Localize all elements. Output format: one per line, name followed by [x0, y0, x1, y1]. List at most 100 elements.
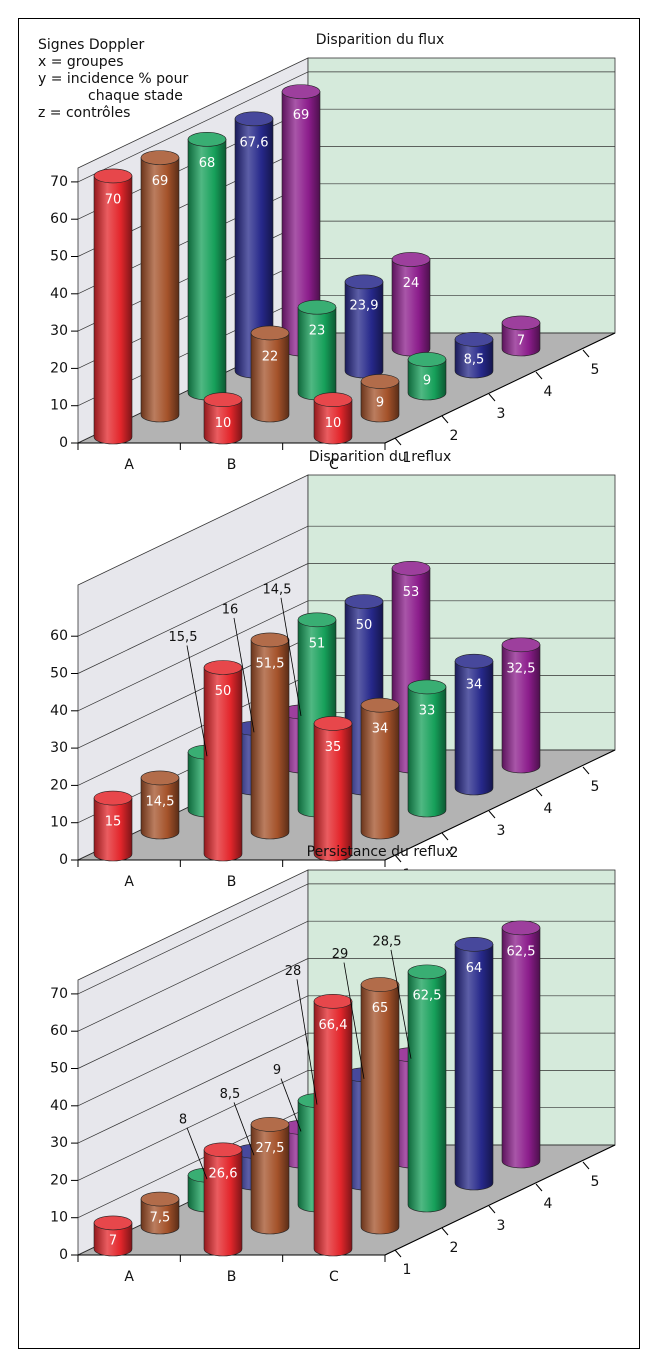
- value-label: 51,5: [256, 656, 285, 671]
- value-label: 53: [403, 585, 420, 600]
- chart-title: Disparition du reflux: [309, 449, 452, 465]
- z-tick-label: 3: [497, 823, 506, 839]
- value-label: 64: [466, 961, 483, 976]
- value-label: 15: [105, 815, 122, 830]
- z-tick-label: 1: [403, 450, 412, 466]
- value-label: 28,5: [373, 934, 402, 949]
- bar: [360, 977, 400, 1235]
- z-tick-label: 2: [450, 428, 459, 444]
- value-label: 23: [309, 324, 326, 339]
- value-label: 14,5: [146, 794, 175, 809]
- value-label: 28: [285, 964, 302, 979]
- y-tick-label: 10: [50, 815, 68, 831]
- bar: [140, 770, 180, 840]
- bar: [140, 150, 180, 423]
- value-label: 50: [215, 684, 232, 699]
- value-label: 70: [105, 192, 122, 207]
- chart-title: Disparition du flux: [316, 32, 445, 48]
- z-tick: [441, 1227, 449, 1236]
- value-label: 29: [332, 947, 349, 962]
- value-label: 8,5: [220, 1087, 241, 1102]
- grid-line: [77, 1070, 309, 1181]
- bar: [501, 637, 541, 774]
- grid-line: [77, 883, 309, 995]
- bar: [297, 299, 337, 401]
- value-label: 22: [262, 349, 279, 364]
- bar: [344, 274, 384, 379]
- z-tick: [535, 371, 543, 380]
- y-tick-label: 60: [50, 1023, 68, 1039]
- z-tick: [394, 437, 402, 446]
- value-label: 33: [419, 703, 436, 718]
- bar: [93, 1215, 133, 1257]
- grid-line: [77, 920, 309, 1032]
- bar: [360, 374, 400, 423]
- bar: [250, 1117, 290, 1235]
- annotation: chaque stade: [88, 88, 183, 104]
- bar: [203, 392, 243, 445]
- y-tick-label: 50: [50, 1061, 68, 1077]
- z-tick: [488, 1205, 496, 1214]
- value-label: 14,5: [263, 582, 292, 597]
- value-label: 9: [376, 396, 384, 411]
- z-tick-label: 2: [450, 845, 459, 861]
- x-tick-label: C: [329, 1269, 339, 1285]
- bar: [187, 132, 227, 401]
- z-tick-label: 5: [591, 362, 600, 378]
- value-label: 8,5: [464, 353, 485, 368]
- callout-line: [186, 1127, 208, 1180]
- callout-line: [186, 645, 208, 757]
- bar: [203, 660, 243, 862]
- x-tick-label: B: [227, 1269, 237, 1285]
- annotation: y = incidence % pour: [38, 71, 188, 87]
- z-tick: [535, 788, 543, 797]
- bar: [313, 994, 353, 1257]
- y-tick-label: 20: [50, 360, 68, 376]
- z-tick-label: 5: [591, 779, 600, 795]
- bar: [313, 716, 353, 862]
- grid-line: [77, 958, 309, 1069]
- value-label: 50: [356, 618, 373, 633]
- chart-title: Persistance du reflux: [307, 844, 454, 860]
- y-tick-label: 50: [50, 249, 68, 265]
- y-tick-label: 40: [50, 703, 68, 719]
- x-tick-label: A: [124, 457, 134, 473]
- bar: [234, 111, 274, 379]
- y-tick-label: 20: [50, 1172, 68, 1188]
- grid-line: [77, 600, 309, 712]
- value-label: 67,6: [240, 135, 269, 150]
- z-tick-label: 2: [450, 1240, 459, 1256]
- bar: [140, 1191, 180, 1235]
- bar: [501, 920, 541, 1169]
- z-tick-label: 4: [544, 801, 553, 817]
- z-axis: [384, 1144, 616, 1256]
- y-tick-label: 70: [50, 174, 68, 190]
- bar: [93, 790, 133, 862]
- annotation: Signes Doppler: [38, 37, 145, 53]
- z-tick: [535, 1183, 543, 1192]
- value-label: 10: [325, 416, 342, 431]
- value-label: 8: [179, 1112, 187, 1127]
- x-tick-label: A: [124, 874, 134, 890]
- x-tick-label: A: [124, 1269, 134, 1285]
- annotation: x = groupes: [38, 54, 123, 70]
- y-tick-label: 30: [50, 740, 68, 756]
- z-tick: [488, 393, 496, 402]
- y-tick-label: 10: [50, 398, 68, 414]
- value-label: 66,4: [319, 1018, 348, 1033]
- x-tick-label: B: [227, 457, 237, 473]
- value-label: 7: [109, 1233, 117, 1248]
- y-tick-label: 60: [50, 211, 68, 227]
- x-tick-label: C: [329, 457, 339, 473]
- value-label: 35: [325, 740, 342, 755]
- bar: [454, 331, 494, 379]
- z-tick: [441, 832, 449, 841]
- z-tick-label: 5: [591, 1174, 600, 1190]
- bar: [250, 632, 290, 840]
- bar: [391, 252, 431, 357]
- value-label: 7: [517, 333, 525, 348]
- grid-line: [77, 525, 309, 637]
- callout-line: [233, 617, 255, 733]
- value-label: 69: [293, 108, 310, 123]
